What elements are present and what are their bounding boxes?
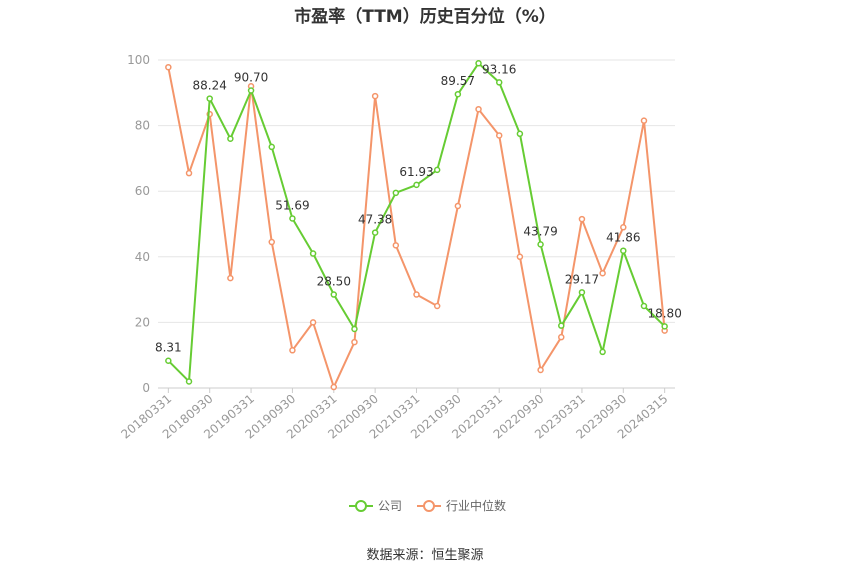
series-line — [167, 62, 666, 383]
series-company — [165, 60, 668, 385]
series-industry-median — [165, 63, 668, 391]
data-label: 29.17 — [565, 272, 599, 286]
data-point[interactable] — [433, 166, 441, 174]
y-tick-label: 80 — [135, 119, 150, 133]
data-point[interactable] — [516, 253, 524, 261]
y-tick-label: 40 — [135, 250, 150, 264]
data-point[interactable] — [227, 274, 234, 282]
data-point[interactable] — [454, 202, 462, 210]
data-label: 61.93 — [399, 165, 433, 179]
data-point[interactable] — [227, 135, 234, 142]
data-point[interactable] — [165, 63, 172, 71]
data-point[interactable] — [599, 348, 606, 356]
data-point[interactable] — [309, 319, 317, 326]
data-point[interactable] — [371, 92, 379, 100]
data-label: 93.16 — [482, 62, 516, 76]
data-point[interactable] — [558, 322, 565, 329]
chart-title: 市盈率（TTM）历史百分位（%） — [294, 6, 556, 27]
data-point[interactable] — [413, 181, 420, 189]
data-point[interactable] — [185, 378, 193, 385]
data-point[interactable] — [413, 291, 420, 298]
data-point[interactable] — [165, 357, 172, 364]
legend-marker-icon — [423, 500, 435, 512]
data-point[interactable] — [351, 338, 358, 346]
data-label: 51.69 — [275, 198, 309, 212]
data-point[interactable] — [433, 302, 441, 310]
legend-item-industry-median[interactable]: 行业中位数 — [417, 498, 506, 513]
data-label: 43.79 — [523, 224, 557, 238]
data-point[interactable] — [247, 87, 255, 94]
data-point[interactable] — [640, 117, 648, 124]
data-point[interactable] — [558, 333, 565, 341]
data-point[interactable] — [578, 215, 586, 223]
legend-label: 公司 — [378, 499, 402, 513]
data-point[interactable] — [392, 189, 400, 197]
data-point[interactable] — [330, 291, 338, 298]
data-label: 89.57 — [441, 74, 475, 88]
y-tick-label: 20 — [135, 315, 150, 329]
data-label: 28.50 — [317, 275, 351, 289]
data-point[interactable] — [578, 289, 586, 296]
data-label: 47.38 — [358, 213, 392, 227]
data-label: 90.70 — [234, 71, 268, 85]
data-point[interactable] — [330, 383, 338, 391]
data-point[interactable] — [289, 215, 296, 222]
data-point[interactable] — [640, 302, 648, 310]
point-labels: 8.31 88.24 90.70 51.69 28.50 47.38 61.93 89.57 9… — [155, 62, 682, 354]
legend: 公司 行业中位数 — [349, 498, 506, 513]
data-point[interactable] — [475, 60, 482, 67]
data-point[interactable] — [206, 95, 213, 102]
data-point[interactable] — [268, 238, 275, 246]
data-point[interactable] — [599, 269, 606, 277]
source-note: 数据来源：恒生聚源 — [366, 548, 483, 563]
data-point[interactable] — [309, 250, 317, 257]
data-label: 8.31 — [155, 341, 182, 355]
data-point[interactable] — [495, 132, 503, 139]
grid — [158, 59, 675, 323]
data-point[interactable] — [392, 242, 400, 249]
data-point[interactable] — [268, 143, 275, 151]
data-point[interactable] — [351, 325, 358, 333]
data-point[interactable] — [620, 224, 627, 231]
series-line — [167, 67, 666, 388]
data-label: 41.86 — [606, 231, 640, 245]
data-point[interactable] — [371, 229, 379, 236]
legend-label: 行业中位数 — [446, 498, 506, 513]
data-point[interactable] — [454, 90, 462, 98]
data-point[interactable] — [516, 130, 524, 138]
legend-marker-icon — [355, 500, 367, 512]
data-point[interactable] — [185, 169, 193, 177]
data-label: 18.80 — [647, 306, 681, 320]
data-point[interactable] — [495, 79, 503, 86]
y-tick-label: 100 — [127, 53, 150, 67]
data-point[interactable] — [661, 323, 668, 330]
series — [165, 60, 668, 391]
y-tick-label: 60 — [135, 184, 150, 198]
legend-item-company[interactable]: 公司 — [349, 499, 402, 513]
y-tick-label: 0 — [142, 381, 150, 395]
data-label: 88.24 — [193, 79, 227, 93]
data-point[interactable] — [537, 241, 544, 248]
data-point[interactable] — [620, 247, 627, 254]
data-point[interactable] — [475, 105, 482, 113]
data-point[interactable] — [537, 366, 544, 374]
data-point[interactable] — [289, 347, 296, 354]
